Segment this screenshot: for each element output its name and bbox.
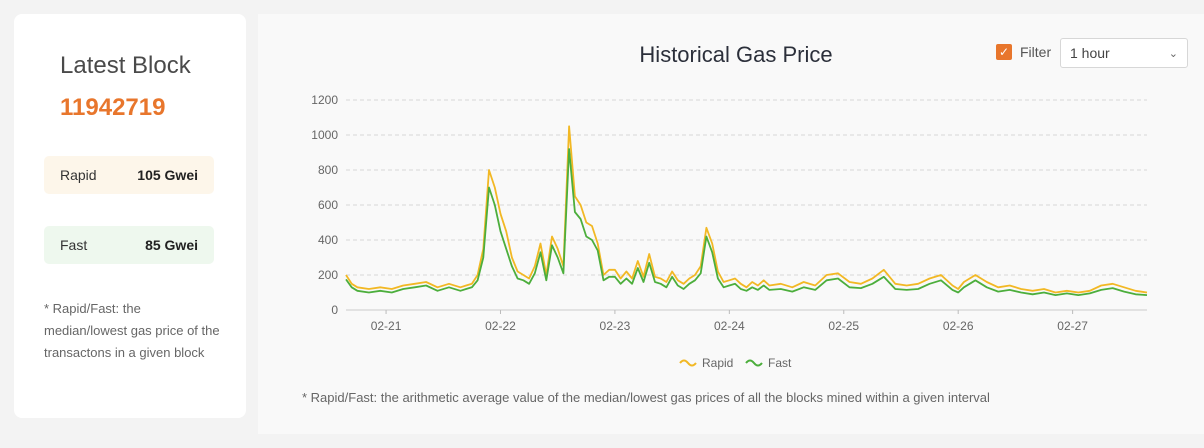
y-tick-label: 1200	[311, 93, 338, 107]
legend-rapid-icon	[679, 359, 697, 367]
y-tick-label: 600	[318, 198, 338, 212]
y-axis: 0 200 400 600 800 1000 1200	[311, 93, 338, 317]
latest-block-number[interactable]: 11942719	[60, 94, 166, 121]
filter-label: Filter	[1020, 44, 1052, 60]
chart-series	[345, 125, 1148, 297]
y-tick-label: 0	[331, 303, 338, 317]
chart-footnote: * Rapid/Fast: the arithmetic average val…	[302, 390, 990, 405]
x-tick-label: 02-24	[714, 319, 745, 333]
rapid-label: Rapid	[60, 167, 97, 183]
y-tick-label: 400	[318, 233, 338, 247]
x-axis: 02-21 02-22 02-23 02-24 02-25 02-26 02-27	[371, 310, 1088, 333]
series-line-rapid	[345, 125, 1148, 294]
fast-value: 85 Gwei	[145, 237, 198, 253]
fast-label: Fast	[60, 237, 88, 253]
legend-rapid-label[interactable]: Rapid	[702, 356, 733, 370]
series-line-fast	[345, 148, 1148, 297]
chevron-down-icon: ⌄	[1168, 47, 1178, 60]
y-tick-label: 800	[318, 163, 338, 177]
latest-block-title: Latest Block	[60, 52, 191, 79]
check-icon: ✓	[998, 45, 1010, 59]
y-tick-label: 1000	[311, 128, 338, 142]
x-tick-label: 02-21	[371, 319, 402, 333]
y-tick-label: 200	[318, 268, 338, 282]
x-tick-label: 02-25	[828, 319, 859, 333]
chart-grid	[346, 99, 1147, 311]
filter-control[interactable]: ✓ Filter	[996, 44, 1051, 60]
filter-checkbox[interactable]: ✓	[996, 44, 1012, 60]
legend-fast-icon	[745, 359, 763, 367]
chart-title: Historical Gas Price	[639, 42, 833, 67]
x-tick-label: 02-22	[485, 319, 516, 333]
interval-select[interactable]: 1 hour ⌄	[1060, 38, 1188, 68]
latest-block-card: Latest Block 11942719 Rapid 105 Gwei Fas…	[14, 14, 246, 418]
chart-legend[interactable]: Rapid Fast	[679, 356, 792, 370]
legend-fast-label[interactable]: Fast	[768, 356, 792, 370]
rapid-price-box: Rapid 105 Gwei	[44, 156, 214, 194]
x-tick-label: 02-26	[943, 319, 974, 333]
fast-price-box: Fast 85 Gwei	[44, 226, 214, 264]
x-tick-label: 02-23	[600, 319, 631, 333]
interval-select-value: 1 hour	[1070, 45, 1110, 61]
latest-block-note: * Rapid/Fast: the median/lowest gas pric…	[44, 301, 220, 360]
x-tick-label: 02-27	[1057, 319, 1088, 333]
gas-price-chart-card: Historical Gas Price ✓ Filter 1 hour ⌄ 0…	[258, 14, 1204, 434]
rapid-value: 105 Gwei	[137, 167, 198, 183]
